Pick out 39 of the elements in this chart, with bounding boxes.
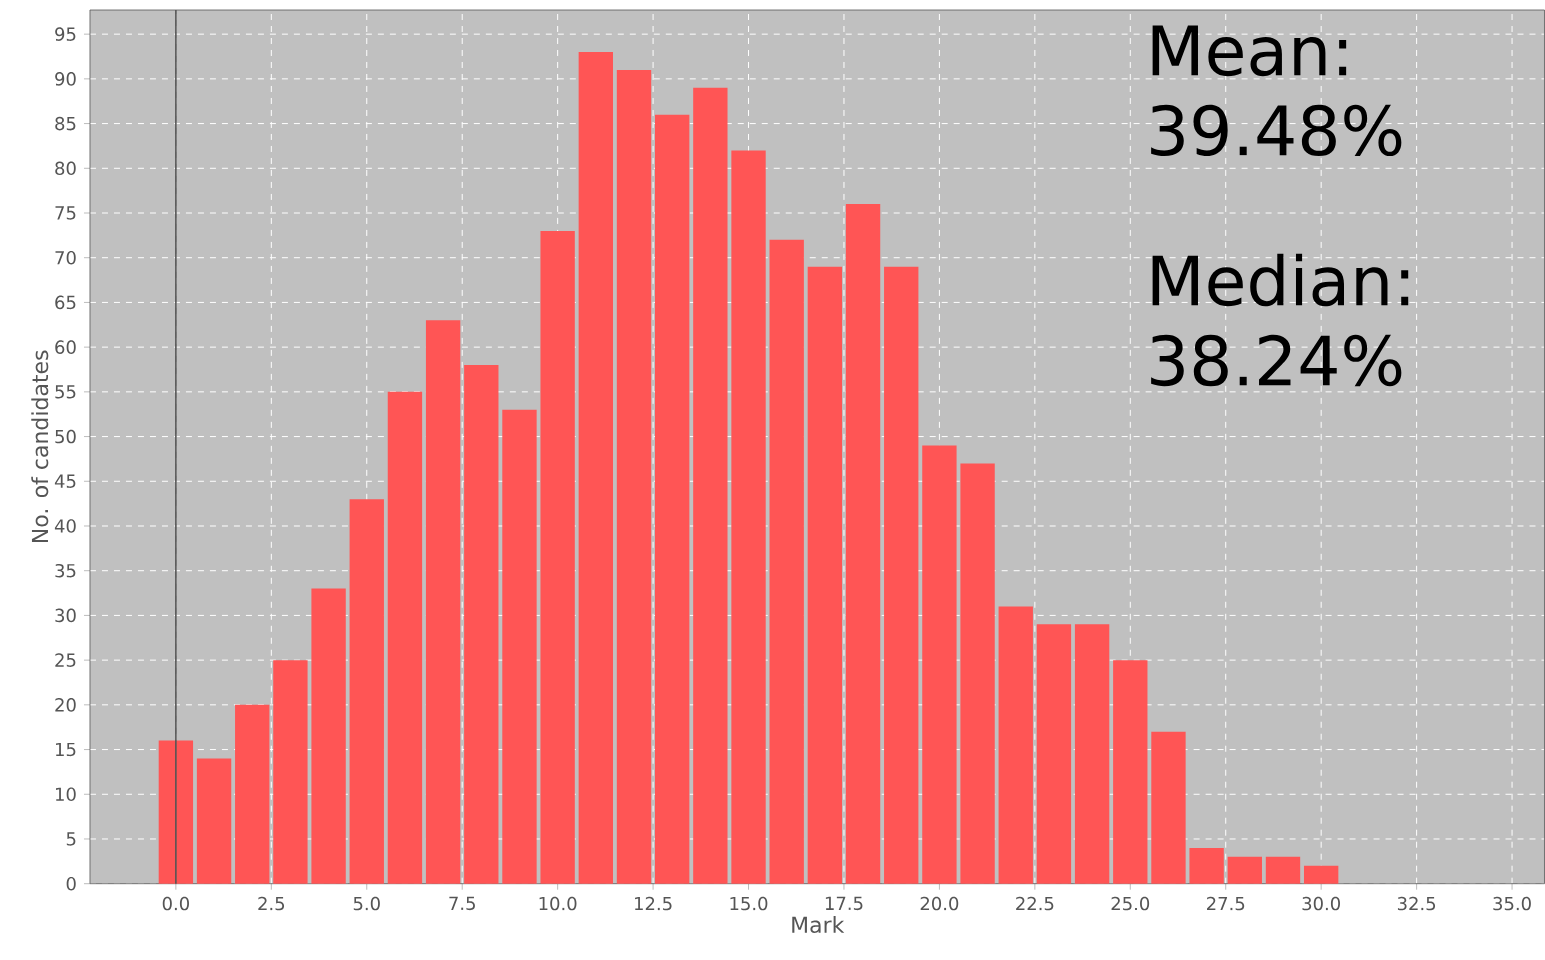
x-tick-label: 20.0 bbox=[920, 896, 959, 911]
x-tick-label: 2.5 bbox=[258, 896, 285, 911]
y-tick-label: 35 bbox=[55, 564, 76, 578]
x-tick-label: 30.0 bbox=[1302, 896, 1340, 911]
y-tick-label: 0 bbox=[66, 877, 76, 891]
x-tick-label: 35.0 bbox=[1493, 896, 1531, 911]
y-tick-label: 5 bbox=[66, 832, 76, 846]
annotation: Median: 38.24% bbox=[1151, 253, 1409, 387]
y-tick-label: 70 bbox=[55, 251, 76, 265]
y-tick-label: 85 bbox=[55, 116, 76, 131]
x-tick-label: 25.0 bbox=[1111, 896, 1150, 911]
x-tick-label: 7.5 bbox=[449, 896, 475, 911]
x-tick-label: 32.5 bbox=[1397, 896, 1436, 911]
y-tick-label: 75 bbox=[55, 206, 76, 220]
y-tick-label: 10 bbox=[56, 787, 76, 802]
x-tick-label: 5.0 bbox=[353, 896, 380, 911]
y-tick-label: 45 bbox=[54, 474, 76, 489]
x-tick-label: 27.5 bbox=[1207, 896, 1245, 911]
y-tick-label: 95 bbox=[55, 27, 76, 42]
annotation: Mean: 39.48% bbox=[1151, 25, 1402, 157]
y-tick-label: 20 bbox=[55, 698, 76, 712]
x-axis-title: Mark bbox=[792, 916, 845, 934]
y-tick-label: 60 bbox=[55, 340, 76, 355]
x-tick-label: 15.0 bbox=[730, 896, 768, 911]
x-tick-label: 17.5 bbox=[825, 896, 863, 911]
y-tick-label: 80 bbox=[55, 161, 76, 176]
y-tick-label: 90 bbox=[55, 72, 76, 86]
y-tick-label: 15 bbox=[56, 743, 76, 757]
y-tick-label: 65 bbox=[55, 295, 76, 310]
y-tick-label: 40 bbox=[54, 519, 76, 533]
y-tick-label: 30 bbox=[55, 608, 76, 623]
x-tick-label: 10.0 bbox=[539, 896, 577, 911]
y-tick-label: 55 bbox=[55, 385, 76, 399]
x-tick-label: 0.0 bbox=[162, 896, 189, 911]
x-tick-label: 12.5 bbox=[635, 896, 672, 911]
y-tick-label: 50 bbox=[55, 429, 76, 444]
y-axis-title: No. of candidates bbox=[31, 350, 49, 543]
x-tick-label: 22.5 bbox=[1016, 896, 1054, 911]
y-tick-label: 25 bbox=[55, 653, 76, 668]
